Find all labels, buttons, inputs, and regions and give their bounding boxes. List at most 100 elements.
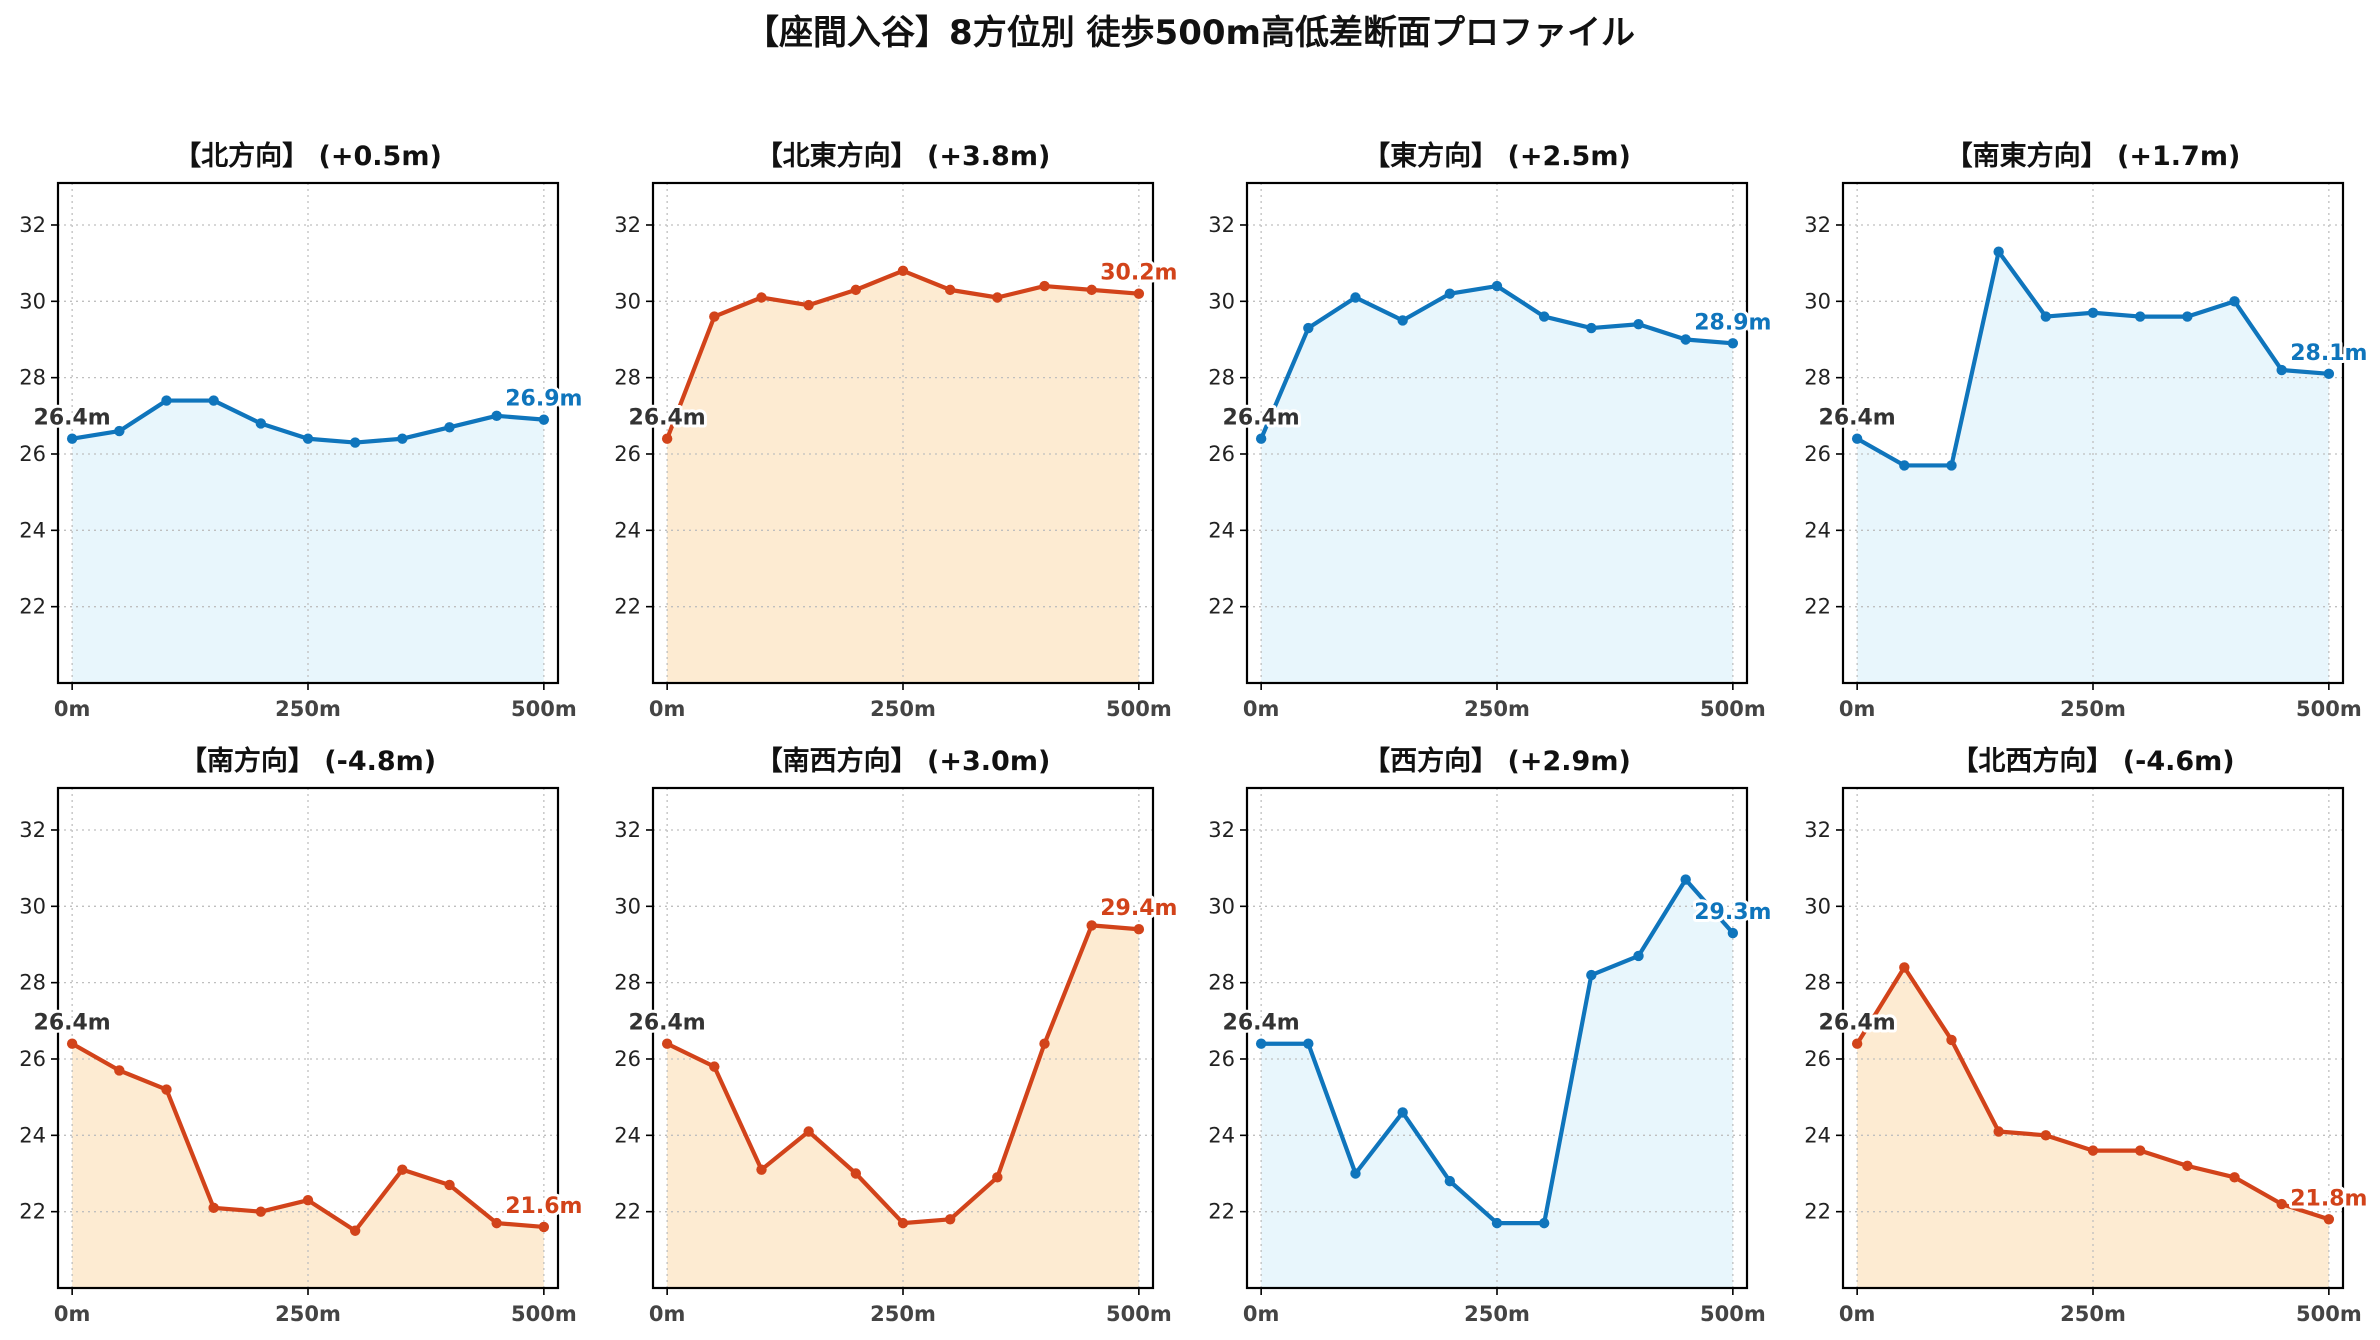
data-point bbox=[1946, 460, 1957, 471]
panel-title: 【南東方向】 (+1.7m) bbox=[1946, 140, 2241, 172]
x-tick-label: 0m bbox=[1243, 1302, 1280, 1326]
y-tick-label: 26 bbox=[19, 442, 46, 466]
data-point bbox=[1491, 280, 1503, 292]
y-tick-label: 32 bbox=[614, 213, 641, 237]
y-tick-label: 26 bbox=[1208, 1047, 1235, 1071]
data-point bbox=[850, 284, 862, 296]
data-point bbox=[1899, 460, 1910, 471]
end-elevation-label: 21.8m bbox=[2290, 1186, 2367, 1211]
end-elevation-label: 28.1m bbox=[2290, 341, 2367, 366]
chart-panel: 【東方向】 (+2.5m) 22 24 26 28 30 32 0m 250m 500m 26.4m… bbox=[1208, 140, 1774, 721]
start-elevation-label: 26.4m bbox=[1223, 406, 1300, 431]
start-elevation-label: 26.4m bbox=[1819, 1011, 1896, 1036]
data-point bbox=[992, 292, 1003, 303]
end-elevation-label: 30.2m bbox=[1100, 261, 1177, 286]
x-tick-label: 0m bbox=[1839, 697, 1876, 721]
panel-title: 【北西方向】 (-4.6m) bbox=[1951, 745, 2234, 777]
data-point bbox=[1303, 322, 1314, 334]
x-tick-label: 500m bbox=[1106, 697, 1172, 721]
y-tick-label: 22 bbox=[614, 595, 641, 619]
y-tick-label: 30 bbox=[1208, 894, 1235, 918]
start-elevation-label: 26.4m bbox=[34, 406, 111, 431]
chart-panel: 【北東方向】 (+3.8m) 22 24 26 28 30 32 0m 250m 500m 26.4… bbox=[614, 140, 1180, 721]
x-tick-label: 0m bbox=[649, 1302, 686, 1326]
data-point bbox=[1444, 1175, 1456, 1187]
data-point bbox=[2229, 1172, 2240, 1183]
data-point bbox=[2040, 1130, 2052, 1141]
data-point bbox=[444, 1179, 455, 1191]
data-point bbox=[1039, 280, 1050, 292]
data-point bbox=[1303, 1038, 1314, 1049]
data-point bbox=[491, 410, 502, 422]
data-point bbox=[850, 1168, 862, 1179]
data-point bbox=[1633, 319, 1644, 330]
data-point bbox=[2276, 364, 2287, 376]
x-tick-label: 250m bbox=[1464, 1302, 1530, 1326]
x-tick-label: 500m bbox=[2296, 1302, 2362, 1326]
data-point bbox=[1993, 246, 2004, 257]
data-point bbox=[1680, 874, 1691, 885]
x-tick-label: 250m bbox=[275, 697, 341, 721]
y-tick-label: 22 bbox=[19, 595, 46, 619]
y-tick-label: 28 bbox=[19, 971, 46, 995]
elevation-area bbox=[1857, 967, 2329, 1288]
y-tick-label: 32 bbox=[1208, 213, 1235, 237]
start-elevation-label: 26.4m bbox=[1819, 406, 1896, 431]
data-point bbox=[2276, 1198, 2287, 1210]
y-tick-label: 26 bbox=[614, 1047, 641, 1071]
x-tick-label: 250m bbox=[2060, 1302, 2126, 1326]
x-tick-label: 250m bbox=[275, 1302, 341, 1326]
data-point bbox=[1538, 1217, 1550, 1229]
y-tick-label: 32 bbox=[1804, 213, 1831, 237]
x-tick-label: 500m bbox=[1700, 1302, 1766, 1326]
elevation-area bbox=[1261, 879, 1733, 1288]
data-point bbox=[2182, 311, 2193, 322]
y-tick-label: 28 bbox=[19, 366, 46, 390]
data-point bbox=[1086, 284, 1097, 296]
x-tick-label: 0m bbox=[54, 1302, 91, 1326]
data-point bbox=[661, 433, 673, 444]
y-tick-label: 22 bbox=[1208, 595, 1235, 619]
x-tick-label: 0m bbox=[1243, 697, 1280, 721]
data-point bbox=[66, 1038, 78, 1049]
data-point bbox=[1133, 924, 1145, 935]
data-point bbox=[302, 433, 314, 444]
y-tick-label: 28 bbox=[614, 366, 641, 390]
data-point bbox=[1255, 433, 1267, 444]
data-point bbox=[803, 299, 814, 311]
x-tick-label: 0m bbox=[54, 697, 91, 721]
data-point bbox=[114, 1065, 125, 1076]
data-point bbox=[1851, 1038, 1863, 1049]
data-point bbox=[397, 433, 408, 444]
y-tick-label: 28 bbox=[1208, 971, 1235, 995]
data-point bbox=[1350, 1168, 1361, 1179]
data-point bbox=[2134, 311, 2146, 322]
data-point bbox=[1538, 311, 1550, 322]
data-point bbox=[2134, 1145, 2146, 1156]
y-tick-label: 28 bbox=[1804, 366, 1831, 390]
elevation-area bbox=[667, 925, 1139, 1288]
y-tick-label: 32 bbox=[19, 213, 46, 237]
y-tick-label: 30 bbox=[1208, 289, 1235, 313]
data-point bbox=[756, 292, 767, 303]
start-elevation-label: 26.4m bbox=[34, 1011, 111, 1036]
y-tick-label: 32 bbox=[614, 818, 641, 842]
data-point bbox=[661, 1038, 673, 1049]
chart-panel: 【南西方向】 (+3.0m) 22 24 26 28 30 32 0m 250m 500m 26.4… bbox=[614, 745, 1180, 1326]
y-tick-label: 24 bbox=[614, 518, 641, 542]
data-point bbox=[1491, 1217, 1503, 1229]
data-point bbox=[1133, 288, 1145, 299]
data-point bbox=[2323, 368, 2335, 380]
chart-panel: 【南方向】 (-4.8m) 22 24 26 28 30 32 0m 250m 500m 26.4m… bbox=[19, 745, 585, 1326]
x-tick-label: 250m bbox=[2060, 697, 2126, 721]
y-tick-label: 24 bbox=[1804, 518, 1831, 542]
y-tick-label: 30 bbox=[19, 894, 46, 918]
data-point bbox=[2229, 296, 2240, 307]
data-point bbox=[538, 1221, 550, 1233]
x-tick-label: 0m bbox=[649, 697, 686, 721]
y-tick-label: 30 bbox=[614, 289, 641, 313]
y-tick-label: 26 bbox=[1208, 442, 1235, 466]
chart-panel: 【北方向】 (+0.5m) 22 24 26 28 30 32 0m 250m 500m 26.4m… bbox=[19, 140, 585, 721]
data-point bbox=[1586, 969, 1597, 981]
panel-title: 【南西方向】 (+3.0m) bbox=[756, 745, 1051, 777]
